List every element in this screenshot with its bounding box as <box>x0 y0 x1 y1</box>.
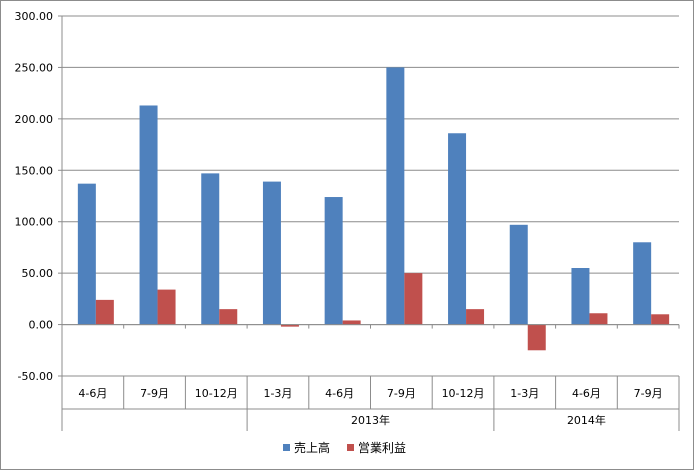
bar-operating-profit <box>219 309 238 325</box>
bar-sales <box>324 197 343 325</box>
bar-operating-profit <box>342 320 361 325</box>
bar-operating-profit <box>466 309 485 325</box>
y-tick-label: 200.00 <box>15 113 54 126</box>
x-category-label: 4-6月 <box>572 387 601 400</box>
legend-label: 営業利益 <box>358 441 406 455</box>
y-tick-label: 0.00 <box>29 319 54 332</box>
legend-swatch <box>347 444 354 451</box>
x-category-label: 10-12月 <box>195 387 238 400</box>
bar-operating-profit <box>527 324 546 351</box>
bar-sales <box>448 133 467 325</box>
y-tick-label: -50.00 <box>18 370 53 383</box>
legend-swatch <box>283 444 290 451</box>
bar-operating-profit <box>95 299 114 325</box>
y-tick-label: 100.00 <box>15 216 54 229</box>
bar-operating-profit <box>157 289 176 325</box>
x-category-label: 7-9月 <box>387 387 416 400</box>
x-category-label: 7-9月 <box>634 387 663 400</box>
legend-label: 売上高 <box>294 440 330 455</box>
bar-sales <box>633 242 652 325</box>
bar-sales <box>139 105 158 325</box>
x-category-label: 1-3月 <box>510 387 539 400</box>
bar-sales <box>262 181 281 325</box>
x-category-label: 10-12月 <box>442 387 485 400</box>
y-tick-label: 50.00 <box>22 267 54 280</box>
x-group-label: 2014年 <box>567 413 606 427</box>
bar-operating-profit <box>280 324 299 327</box>
y-tick-label: 150.00 <box>15 164 54 177</box>
bar-operating-profit <box>651 314 670 325</box>
bar-sales <box>571 268 590 325</box>
bar-sales <box>201 173 220 325</box>
bar-operating-profit <box>404 273 423 325</box>
bar-sales <box>77 183 96 325</box>
bar-operating-profit <box>589 313 608 325</box>
bar-sales <box>386 67 405 325</box>
x-category-label: 1-3月 <box>263 387 292 400</box>
bar-sales <box>509 224 528 325</box>
y-tick-label: 300.00 <box>15 10 54 23</box>
x-category-label: 4-6月 <box>78 387 107 400</box>
x-group-label: 2013年 <box>351 413 390 427</box>
x-category-label: 7-9月 <box>140 387 169 400</box>
x-category-label: 4-6月 <box>325 387 354 400</box>
y-tick-label: 250.00 <box>15 61 54 74</box>
